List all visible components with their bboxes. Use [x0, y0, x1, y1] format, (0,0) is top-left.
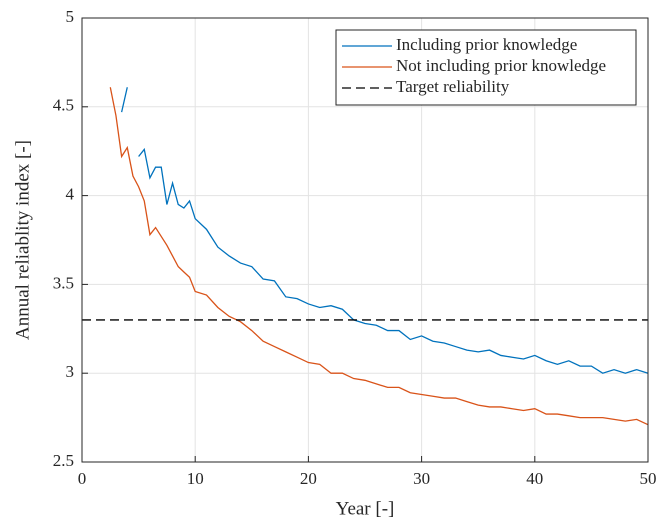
y-tick-label: 3: [66, 362, 75, 381]
y-tick-label: 5: [66, 7, 75, 26]
x-axis-label: Year [-]: [336, 498, 395, 519]
x-tick-label: 50: [640, 469, 657, 488]
y-tick-label: 2.5: [53, 451, 74, 470]
data-line: [109, 87, 649, 426]
x-tick-label: 30: [413, 469, 430, 488]
x-tick-label: 20: [300, 469, 317, 488]
data-line: [120, 87, 649, 374]
y-tick-label: 3.5: [53, 273, 74, 292]
y-tick-label: 4.5: [53, 96, 74, 115]
legend-label: Including prior knowledge: [396, 35, 577, 54]
plot-frame: [81, 17, 649, 463]
legend-label: Not including prior knowledge: [396, 56, 606, 75]
x-tick-label: 0: [78, 469, 87, 488]
x-tick-label: 40: [526, 469, 543, 488]
y-tick-label: 4: [66, 185, 75, 204]
legend-label: Target reliability: [396, 77, 510, 96]
y-axis-label: Annual reliablity index [-]: [12, 140, 33, 340]
x-tick-label: 10: [187, 469, 204, 488]
